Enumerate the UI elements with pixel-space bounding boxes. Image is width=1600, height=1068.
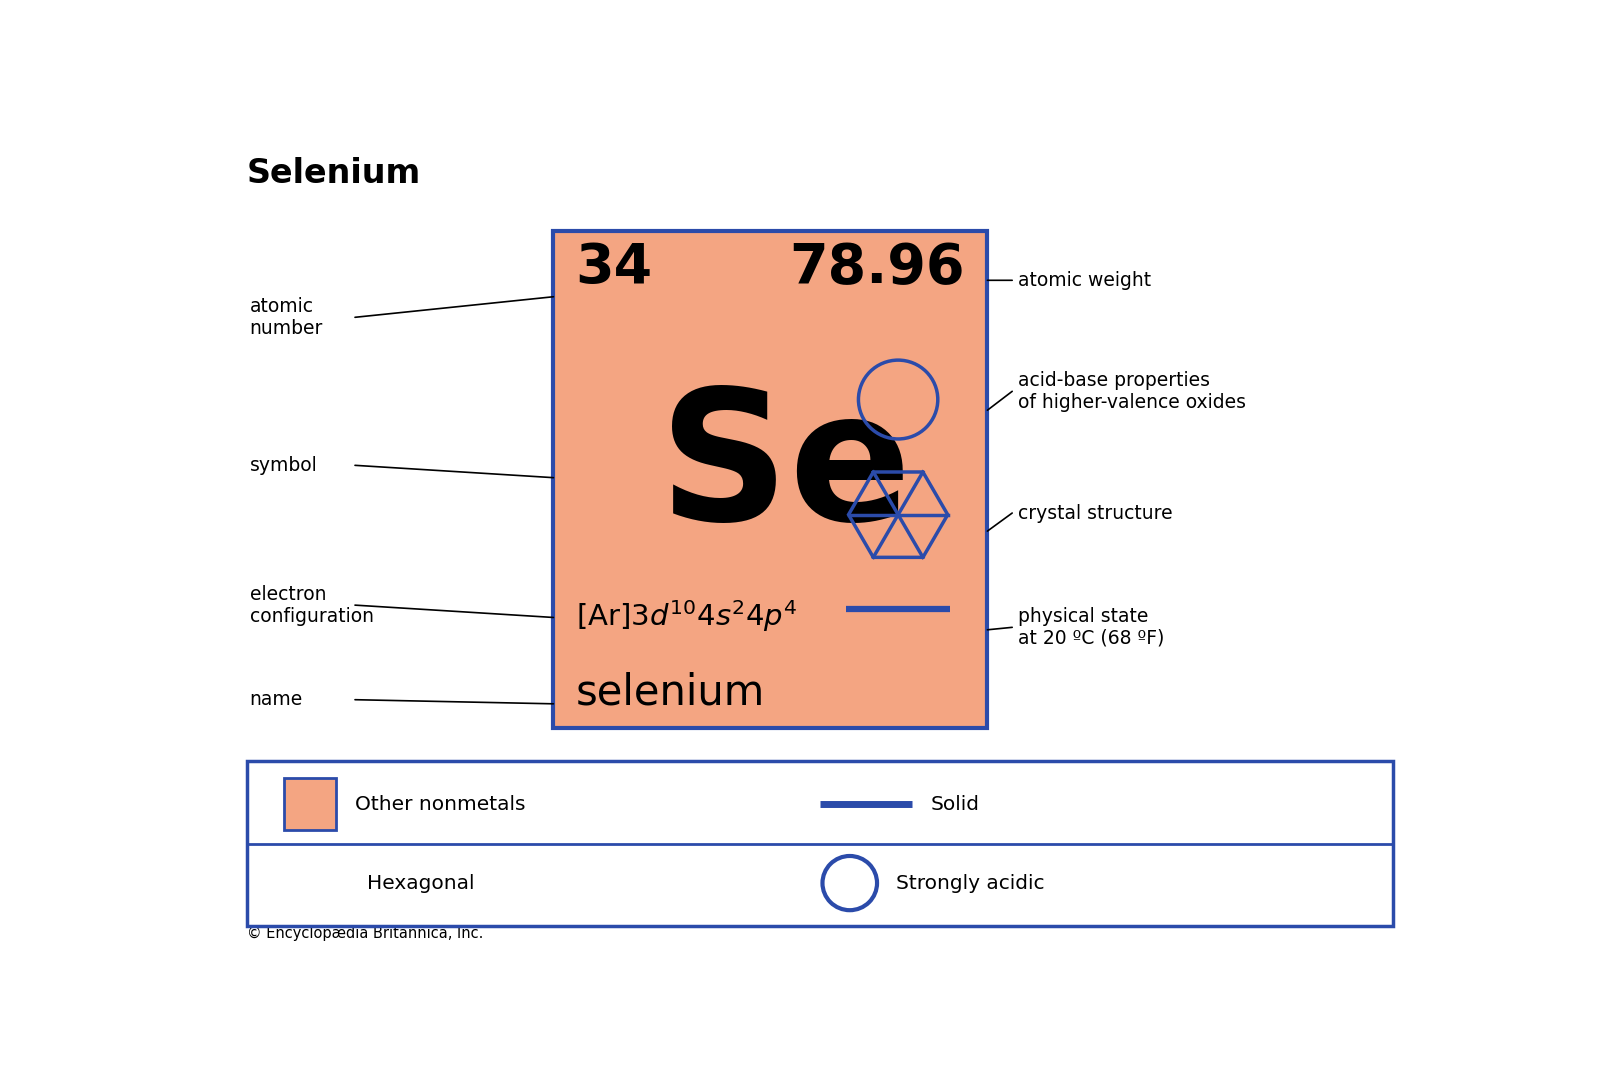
Text: Solid: Solid xyxy=(930,795,979,814)
Text: acid-base properties
of higher-valence oxides: acid-base properties of higher-valence o… xyxy=(1019,371,1246,412)
Text: © Encyclopædia Britannica, Inc.: © Encyclopædia Britannica, Inc. xyxy=(246,926,483,941)
FancyBboxPatch shape xyxy=(246,761,1394,926)
Text: Se: Se xyxy=(659,381,912,557)
Text: atomic
number: atomic number xyxy=(250,297,323,337)
Text: crystal structure: crystal structure xyxy=(1019,503,1173,522)
Text: Strongly acidic: Strongly acidic xyxy=(896,874,1045,893)
Text: 34: 34 xyxy=(576,240,653,295)
Text: Hexagonal: Hexagonal xyxy=(368,874,475,893)
FancyBboxPatch shape xyxy=(554,231,987,728)
Text: name: name xyxy=(250,690,302,709)
Text: 78.96: 78.96 xyxy=(789,240,965,295)
Text: physical state
at 20 ºC (68 ºF): physical state at 20 ºC (68 ºF) xyxy=(1019,607,1165,648)
Text: selenium: selenium xyxy=(576,672,765,713)
Text: atomic weight: atomic weight xyxy=(1019,271,1152,289)
Text: Selenium: Selenium xyxy=(246,157,421,190)
Text: Other nonmetals: Other nonmetals xyxy=(355,795,525,814)
Bar xyxy=(285,779,336,830)
Text: $\mathrm{[Ar]3}d^{10}\mathrm{4}s^{2}\mathrm{4}p^{4}$: $\mathrm{[Ar]3}d^{10}\mathrm{4}s^{2}\mat… xyxy=(576,598,797,634)
Text: electron
configuration: electron configuration xyxy=(250,584,374,626)
Text: symbol: symbol xyxy=(250,456,317,475)
